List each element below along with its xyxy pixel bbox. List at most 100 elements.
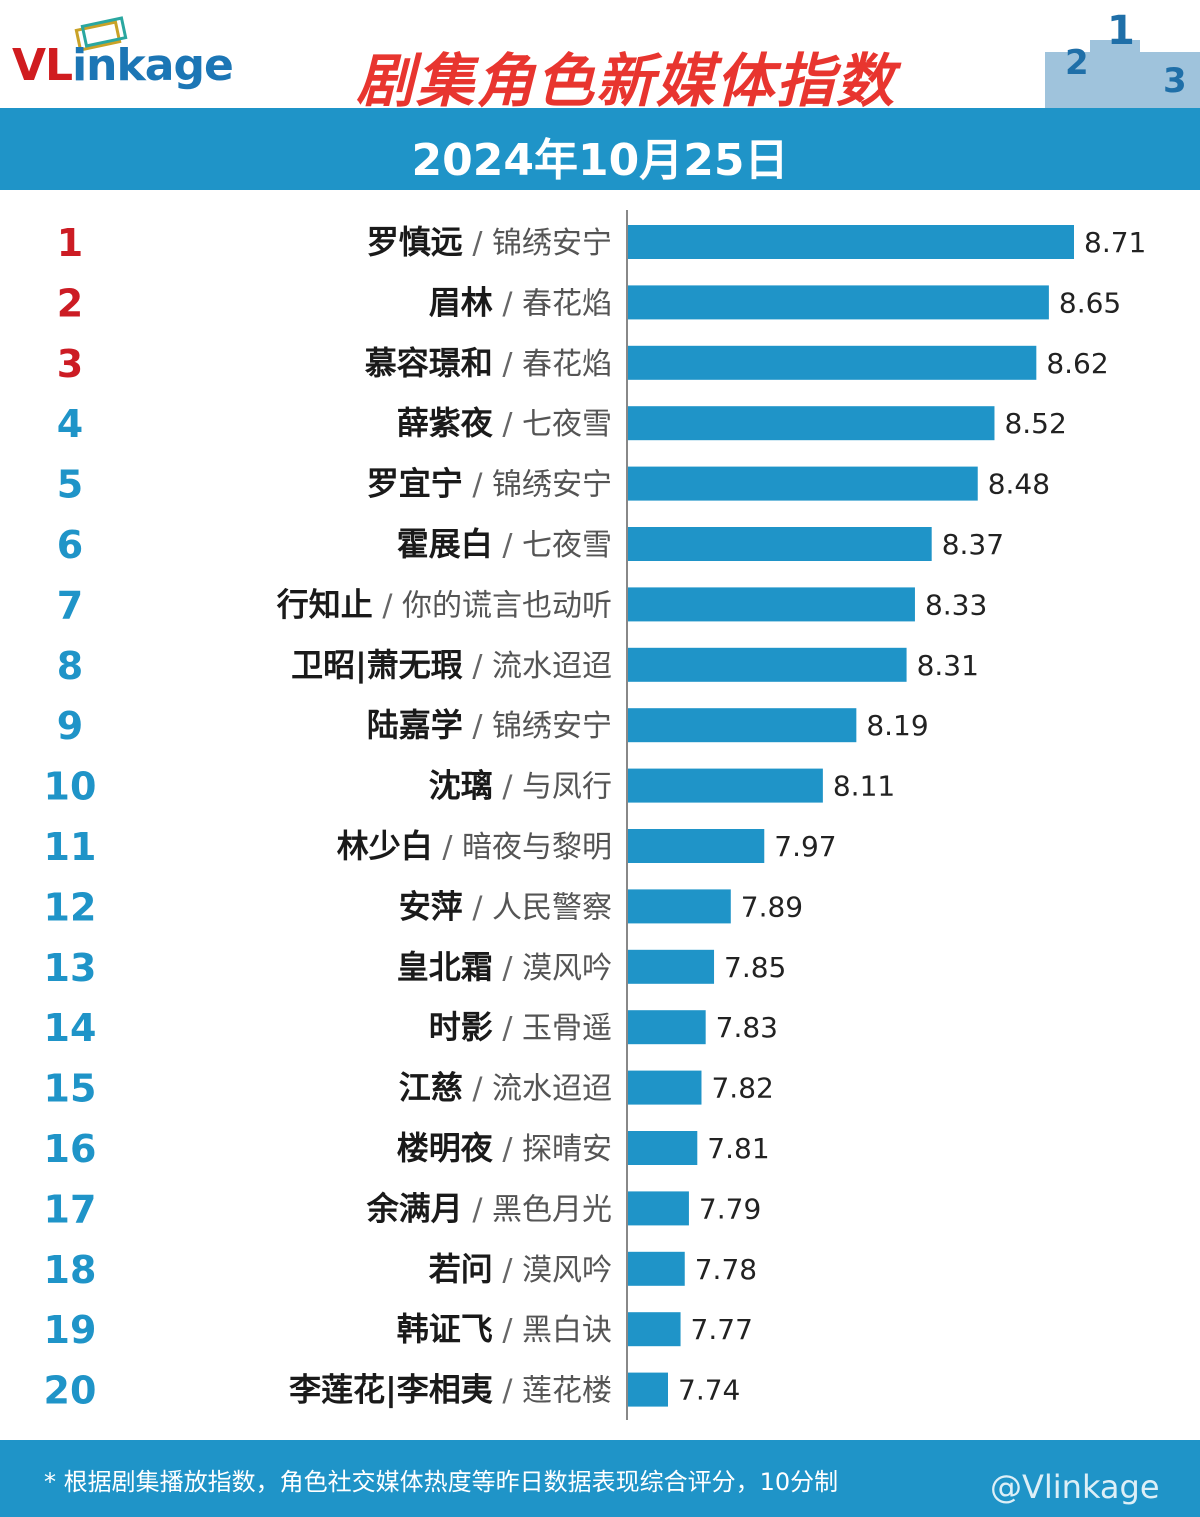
bar-chart: 1 罗慎远 / 锦绣安宁 8.71 2 眉林 / 春花焰 8.65 3 慕容璟和 / 春花焰 8… <box>44 210 1147 1420</box>
category-label: 楼明夜 / 探晴安 <box>397 1129 612 1167</box>
bar <box>628 1010 706 1045</box>
bar <box>628 1131 698 1165</box>
category-label: 慕容璟和 / 春花焰 <box>365 344 612 382</box>
rank-number: 20 <box>44 1369 97 1413</box>
chart-row: 8 卫昭|萧无瑕 / 流水迢迢 8.31 <box>57 644 979 688</box>
chart-row: 7 行知止 / 你的谎言也动听 8.33 <box>57 583 988 627</box>
bar <box>628 527 932 561</box>
drama-name: 黑色月光 <box>492 1192 612 1227</box>
rank-number: 16 <box>44 1127 97 1171</box>
bar <box>628 889 731 924</box>
data-label: 7.83 <box>716 1011 778 1044</box>
character-name: 楼明夜 <box>397 1129 494 1167</box>
category-label: 时影 / 玉骨遥 <box>429 1008 612 1046</box>
label-separator: / <box>433 830 462 865</box>
category-label: 安萍 / 人民警察 <box>399 887 612 925</box>
data-label: 8.19 <box>866 709 928 742</box>
category-label: 眉林 / 春花焰 <box>429 283 612 321</box>
data-label: 8.33 <box>925 588 987 621</box>
data-label: 8.37 <box>942 528 1004 561</box>
character-name: 卫昭|萧无瑕 <box>291 646 463 685</box>
character-name: 江慈 <box>399 1069 463 1107</box>
drama-name: 与凤行 <box>522 770 612 805</box>
drama-name: 莲花楼 <box>522 1374 612 1409</box>
label-separator: / <box>493 407 522 442</box>
chart-row: 3 慕容璟和 / 春花焰 8.62 <box>57 342 1109 386</box>
data-label: 8.65 <box>1059 286 1121 319</box>
label-separator: / <box>463 1072 492 1107</box>
data-label: 7.97 <box>774 830 836 863</box>
data-label: 8.48 <box>988 468 1050 501</box>
logo-red-part: VL <box>12 40 73 91</box>
character-name: 余满月 <box>366 1189 463 1227</box>
character-name: 安萍 <box>399 887 463 925</box>
bar <box>628 1251 685 1286</box>
drama-name: 流水迢迢 <box>492 649 612 684</box>
category-label: 林少白 / 暗夜与黎明 <box>337 827 612 865</box>
bar <box>628 1191 689 1226</box>
rank-number: 13 <box>44 946 97 990</box>
data-label: 7.85 <box>724 951 786 984</box>
character-name: 林少白 <box>337 827 433 865</box>
rank-number: 19 <box>44 1308 97 1352</box>
brand-logo: VLinkage <box>12 40 234 91</box>
data-label: 7.77 <box>691 1313 753 1346</box>
svg-text:2: 2 <box>1065 43 1089 83</box>
category-label: 行知止 / 你的谎言也动听 <box>277 585 612 623</box>
logo-emblem-icon <box>74 16 128 52</box>
bar <box>628 285 1049 320</box>
chart-row: 15 江慈 / 流水迢迢 7.82 <box>44 1067 774 1111</box>
character-name: 时影 <box>429 1008 493 1046</box>
category-label: 薛紫夜 / 七夜雪 <box>397 404 612 442</box>
data-label: 8.52 <box>1004 407 1066 440</box>
drama-name: 锦绣安宁 <box>492 709 612 744</box>
chart-row: 12 安萍 / 人民警察 7.89 <box>44 885 804 929</box>
date-label: 2024年10月25日 <box>411 135 789 186</box>
character-name: 罗宜宁 <box>367 465 463 503</box>
label-separator: / <box>373 588 402 623</box>
rank-number: 2 <box>57 281 83 325</box>
drama-name: 春花焰 <box>522 347 612 382</box>
data-label: 7.89 <box>741 890 803 923</box>
drama-name: 玉骨遥 <box>522 1011 612 1046</box>
label-separator: / <box>463 649 492 684</box>
bar <box>628 768 823 803</box>
drama-name: 你的谎言也动听 <box>402 588 612 623</box>
data-label: 7.79 <box>699 1192 761 1225</box>
category-label: 江慈 / 流水迢迢 <box>399 1069 612 1107</box>
label-separator: / <box>463 709 492 744</box>
chart-row: 17 余满月 / 黑色月光 7.79 <box>44 1187 762 1231</box>
drama-name: 锦绣安宁 <box>492 226 612 261</box>
bar <box>628 225 1074 259</box>
chart-row: 5 罗宜宁 / 锦绣安宁 8.48 <box>57 463 1050 507</box>
bar <box>628 1070 702 1105</box>
svg-text:1: 1 <box>1107 12 1135 54</box>
svg-text:3: 3 <box>1163 61 1187 101</box>
rank-number: 14 <box>44 1006 97 1050</box>
category-label: 沈璃 / 与凤行 <box>429 767 612 805</box>
category-label: 若问 / 漠风吟 <box>429 1250 612 1288</box>
category-label: 李莲花|李相夷 / 莲花楼 <box>289 1371 612 1410</box>
chart-row: 4 薛紫夜 / 七夜雪 8.52 <box>57 402 1067 446</box>
category-label: 罗慎远 / 锦绣安宁 <box>367 223 612 261</box>
rank-number: 10 <box>44 765 97 809</box>
bar <box>628 1372 668 1407</box>
label-separator: / <box>493 1132 522 1167</box>
drama-name: 漠风吟 <box>522 951 612 986</box>
footer-bar <box>0 1440 1200 1517</box>
watermark: @Vlinkage <box>990 1468 1160 1506</box>
rank-number: 9 <box>57 704 83 748</box>
label-separator: / <box>493 286 522 321</box>
chart-row: 1 罗慎远 / 锦绣安宁 8.71 <box>57 221 1147 265</box>
character-name: 罗慎远 <box>367 223 463 261</box>
label-separator: / <box>493 1374 522 1409</box>
character-name: 沈璃 <box>429 767 493 805</box>
rank-number: 1 <box>57 221 83 265</box>
data-label: 7.82 <box>711 1072 773 1105</box>
category-label: 余满月 / 黑色月光 <box>366 1189 612 1227</box>
bar <box>628 587 915 622</box>
chart-row: 14 时影 / 玉骨遥 7.83 <box>44 1006 778 1050</box>
rank-number: 3 <box>57 342 83 386</box>
character-name: 霍展白 <box>397 525 493 563</box>
chart-row: 6 霍展白 / 七夜雪 8.37 <box>57 523 1004 567</box>
